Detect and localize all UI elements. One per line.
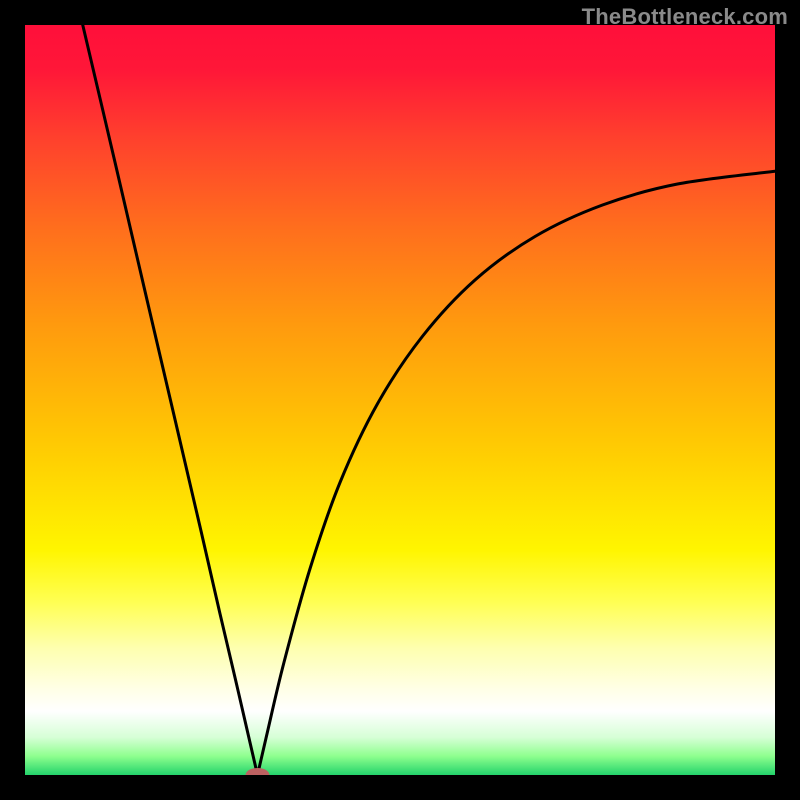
chart-container: { "watermark": "TheBottleneck.com", "can… (0, 0, 800, 800)
plot-gradient-background (25, 25, 775, 775)
bottleneck-chart (0, 0, 800, 800)
minimum-marker (246, 768, 270, 782)
watermark-text: TheBottleneck.com (582, 4, 788, 30)
